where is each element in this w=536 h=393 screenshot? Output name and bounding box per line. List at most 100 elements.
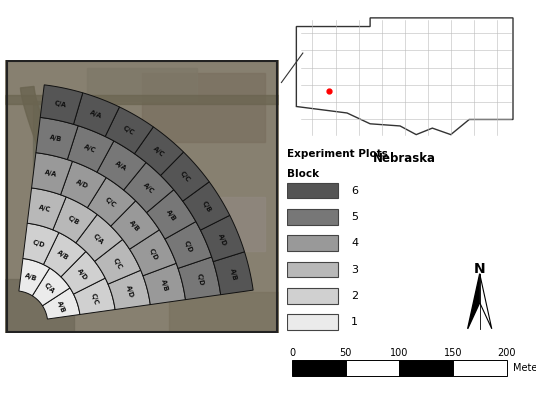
Text: C/C: C/C <box>90 292 99 305</box>
Polygon shape <box>105 107 153 154</box>
Bar <box>399 360 453 376</box>
Text: C/B: C/B <box>66 215 80 226</box>
Text: 200: 200 <box>497 348 516 358</box>
Text: A/D: A/D <box>218 232 228 246</box>
Text: A/B: A/B <box>25 272 38 282</box>
Text: A/D: A/D <box>125 285 134 299</box>
Polygon shape <box>19 259 50 296</box>
Polygon shape <box>32 268 70 306</box>
Text: C/B: C/B <box>200 200 212 213</box>
Text: C/A: C/A <box>92 232 105 245</box>
Bar <box>287 314 338 330</box>
Text: C/C: C/C <box>104 196 117 208</box>
Polygon shape <box>73 93 120 136</box>
Text: N: N <box>474 262 486 275</box>
Bar <box>287 183 338 198</box>
Text: A/C: A/C <box>38 204 51 213</box>
Text: C/A: C/A <box>43 282 56 295</box>
Text: C/C: C/C <box>122 125 135 136</box>
Polygon shape <box>108 270 150 310</box>
Polygon shape <box>165 222 212 268</box>
Text: A/A: A/A <box>43 169 57 178</box>
Text: 50: 50 <box>339 348 352 358</box>
Bar <box>453 360 507 376</box>
Polygon shape <box>200 215 244 262</box>
Text: C/D: C/D <box>147 247 159 261</box>
Polygon shape <box>68 126 114 172</box>
Polygon shape <box>135 127 183 175</box>
Bar <box>292 360 346 376</box>
Bar <box>287 235 338 251</box>
Text: A/B: A/B <box>229 268 238 281</box>
Text: A/D: A/D <box>75 179 89 190</box>
Bar <box>5 279 74 333</box>
Text: 150: 150 <box>444 348 462 358</box>
Polygon shape <box>42 288 80 319</box>
Polygon shape <box>467 274 480 329</box>
Bar <box>5 95 279 104</box>
Polygon shape <box>161 152 209 201</box>
Bar <box>87 68 197 101</box>
Text: C/C: C/C <box>111 257 123 270</box>
Polygon shape <box>61 252 105 294</box>
Text: A/C: A/C <box>83 143 96 154</box>
Text: A/B: A/B <box>160 279 169 292</box>
Polygon shape <box>130 230 176 276</box>
Text: A/B: A/B <box>49 134 62 142</box>
Text: 1: 1 <box>351 317 358 327</box>
Text: 6: 6 <box>351 185 358 196</box>
Text: C/D: C/D <box>183 239 193 253</box>
Polygon shape <box>20 86 95 313</box>
Bar <box>287 262 338 277</box>
Polygon shape <box>124 162 174 213</box>
Polygon shape <box>32 152 72 195</box>
Polygon shape <box>111 201 159 249</box>
Text: Meters: Meters <box>513 363 536 373</box>
Bar <box>142 73 265 142</box>
Text: 3: 3 <box>351 264 358 275</box>
Text: A/B: A/B <box>165 208 177 222</box>
Polygon shape <box>76 215 123 261</box>
Text: A/D: A/D <box>76 268 88 281</box>
Text: 100: 100 <box>390 348 408 358</box>
Polygon shape <box>213 252 253 295</box>
Bar <box>287 288 338 304</box>
Polygon shape <box>27 188 66 230</box>
Text: Experiment Plots: Experiment Plots <box>287 149 388 159</box>
Bar <box>33 101 74 196</box>
Polygon shape <box>178 257 221 299</box>
Text: C/A: C/A <box>54 100 67 108</box>
Text: 4: 4 <box>351 238 358 248</box>
Text: A/B: A/B <box>56 299 66 313</box>
Text: A/C: A/C <box>152 145 165 158</box>
Bar <box>169 292 279 333</box>
Bar <box>287 209 338 225</box>
Bar <box>197 196 265 251</box>
Text: 2: 2 <box>351 291 358 301</box>
Polygon shape <box>97 141 146 190</box>
Polygon shape <box>73 278 115 314</box>
Polygon shape <box>36 118 78 160</box>
Polygon shape <box>480 274 492 329</box>
Text: A/B: A/B <box>128 219 141 233</box>
Text: Nebraska: Nebraska <box>373 152 436 165</box>
Polygon shape <box>43 233 86 277</box>
Polygon shape <box>183 182 230 230</box>
Text: A/C: A/C <box>142 182 154 195</box>
Text: A/A: A/A <box>88 109 102 119</box>
Polygon shape <box>23 223 59 264</box>
Polygon shape <box>87 178 136 226</box>
Text: Block: Block <box>287 169 319 179</box>
Text: A/A: A/A <box>114 160 128 172</box>
Bar <box>346 360 399 376</box>
Text: A/B: A/B <box>56 250 70 261</box>
Polygon shape <box>95 239 141 284</box>
Polygon shape <box>40 85 83 124</box>
Polygon shape <box>296 18 513 134</box>
Text: 0: 0 <box>289 348 295 358</box>
Text: C/C: C/C <box>178 171 191 184</box>
Polygon shape <box>61 161 106 208</box>
Text: 5: 5 <box>351 212 358 222</box>
Polygon shape <box>143 263 185 305</box>
Text: C/D: C/D <box>196 273 204 286</box>
